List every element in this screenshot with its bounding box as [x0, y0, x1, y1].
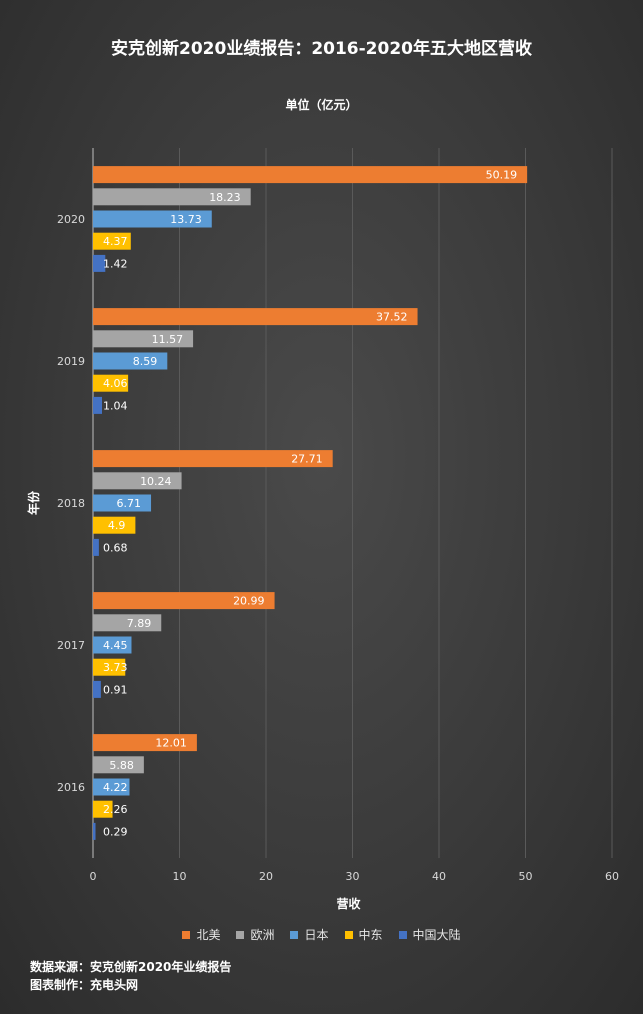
data-label: 3.73 [103, 661, 128, 674]
legend-label: 中国大陆 [412, 928, 461, 942]
bar [93, 472, 182, 490]
x-tick-label: 0 [90, 870, 97, 883]
bar [93, 232, 131, 250]
data-label: 4.06 [103, 377, 128, 390]
data-label: 6.71 [117, 497, 142, 510]
y-tick-label: 2019 [57, 355, 85, 368]
legend-swatch [236, 930, 245, 939]
data-label: 5.88 [109, 759, 134, 772]
y-tick-label: 2018 [57, 497, 85, 510]
data-label: 4.9 [108, 519, 126, 532]
bar [93, 166, 528, 184]
bar [93, 800, 113, 818]
bar [93, 734, 197, 752]
data-label: 2.26 [103, 803, 128, 816]
x-tick-label: 20 [259, 870, 273, 883]
data-label: 20.99 [233, 595, 265, 608]
bar [93, 254, 106, 272]
data-label: 11.57 [152, 333, 184, 346]
bar [93, 210, 212, 228]
data-label: 50.19 [486, 169, 518, 182]
unit-label: 单位（亿元） [285, 98, 358, 112]
bar [93, 680, 101, 698]
footer: 数据来源：安克创新2020年业绩报告 图表制作：充电头网 [30, 958, 231, 994]
data-label: 4.45 [103, 639, 128, 652]
legend-item-north-america: 北美 [182, 926, 220, 943]
data-label: 13.73 [170, 213, 202, 226]
bar [93, 822, 96, 840]
data-label: 7.89 [127, 617, 152, 630]
bar [93, 778, 130, 796]
bar [93, 592, 275, 610]
legend-swatch [398, 930, 407, 939]
bar [93, 188, 251, 206]
data-label: 4.37 [103, 235, 128, 248]
data-label: 37.52 [376, 311, 408, 324]
data-label: 1.42 [103, 257, 128, 270]
x-tick-label: 10 [173, 870, 187, 883]
y-axis-title: 年份 [26, 490, 41, 515]
bar [93, 658, 126, 676]
bar [93, 330, 194, 348]
legend-item-mainland-china: 中国大陆 [398, 926, 461, 943]
legend-item-japan: 日本 [290, 926, 329, 943]
bar [93, 494, 152, 512]
legend-swatch [182, 930, 191, 939]
data-label: 8.59 [133, 355, 158, 368]
bar [93, 614, 162, 632]
bar [93, 374, 129, 392]
data-label: 1.04 [103, 399, 128, 412]
bar [93, 396, 102, 414]
bar [93, 756, 144, 774]
data-label: 0.68 [103, 541, 128, 554]
y-tick-label: 2017 [57, 639, 85, 652]
legend-label: 北美 [196, 928, 221, 942]
legend-label: 日本 [304, 928, 329, 942]
data-label: 18.23 [209, 191, 241, 204]
data-label: 0.91 [103, 683, 128, 696]
data-label: 0.29 [103, 825, 128, 838]
legend-swatch [344, 930, 353, 939]
data-source: 数据来源：安克创新2020年业绩报告 [30, 960, 232, 974]
bar [93, 538, 99, 556]
x-axis-title: 营收 [336, 896, 360, 911]
x-tick-label: 60 [605, 870, 619, 883]
legend-item-middle-east: 中东 [344, 926, 383, 943]
x-tick-label: 30 [346, 870, 360, 883]
legend: 北美 欧洲 日本 中东 中国大陆 [0, 926, 643, 943]
y-tick-label: 2020 [57, 213, 85, 226]
legend-item-europe: 欧洲 [236, 926, 274, 943]
bar [93, 516, 136, 534]
chart-maker: 图表制作：充电头网 [30, 978, 139, 992]
chart-title: 安克创新2020业绩报告：2016-2020年五大地区营收 [111, 39, 532, 59]
x-tick-label: 40 [432, 870, 446, 883]
data-label: 27.71 [291, 453, 323, 466]
x-tick-label: 50 [519, 870, 533, 883]
data-label: 12.01 [155, 737, 187, 750]
bar [93, 352, 168, 370]
bar [93, 308, 418, 326]
y-tick-label: 2016 [57, 781, 85, 794]
bar [93, 450, 333, 468]
legend-label: 中东 [358, 928, 383, 942]
legend-label: 欧洲 [250, 928, 275, 942]
legend-swatch [290, 930, 299, 939]
data-label: 10.24 [140, 475, 172, 488]
data-label: 4.22 [103, 781, 128, 794]
bar [93, 636, 132, 654]
